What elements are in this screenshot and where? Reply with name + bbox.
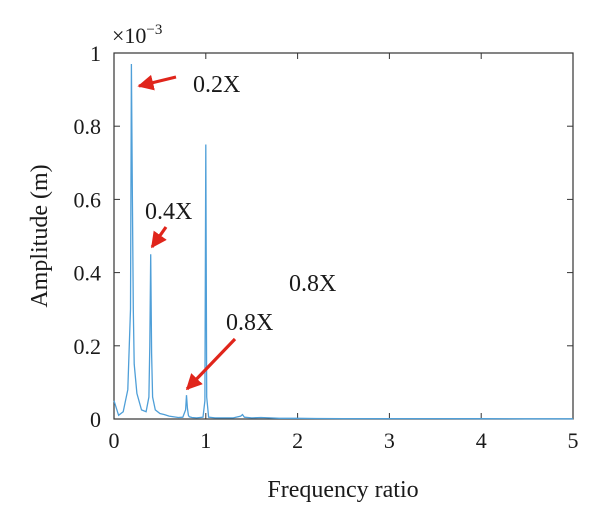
x-tick-label-2: 2 xyxy=(292,428,303,453)
series-line xyxy=(113,63,573,420)
annotation-arrow-0 xyxy=(137,74,177,91)
annotations-layer: 0.2X 0.4X 0.8X 0.8X xyxy=(137,72,336,391)
y-multiplier-exponent: −3 xyxy=(146,22,162,38)
y-tick-label-5: 1 xyxy=(90,41,101,66)
annotation-label-1: 0.4X xyxy=(145,199,192,225)
y-tick-label-3: 0.6 xyxy=(74,187,102,212)
y-multiplier-base: ×10 xyxy=(112,23,146,48)
annotation-arrow-2 xyxy=(185,337,237,391)
y-axis-label: Amplitude (m) xyxy=(27,164,53,307)
y-tick-label-2: 0.4 xyxy=(74,261,102,286)
x-axis-label: Frequency ratio xyxy=(267,477,418,503)
annotation-label-3: 0.8X xyxy=(289,271,336,297)
annotation-label-2: 0.8X xyxy=(226,310,273,336)
x-tick-label-5: 5 xyxy=(568,428,579,453)
x-tick-label-0: 0 xyxy=(109,428,120,453)
y-tick-label-4: 0.8 xyxy=(74,114,102,139)
annotation-arrow-1 xyxy=(150,226,168,249)
x-tick-label-3: 3 xyxy=(384,428,395,453)
y-tick-label-0: 0 xyxy=(90,407,101,432)
plot-frame xyxy=(113,52,574,420)
ticks-layer: 0 1 2 3 4 5 0 0.2 0.4 0.6 0.8 1 xyxy=(74,41,579,453)
x-tick-label-1: 1 xyxy=(200,428,211,453)
annotation-label-0: 0.2X xyxy=(193,72,240,98)
y-tick-label-1: 0.2 xyxy=(74,334,102,359)
y-multiplier-label: ×10−3 xyxy=(112,22,162,48)
x-tick-label-4: 4 xyxy=(476,428,487,453)
